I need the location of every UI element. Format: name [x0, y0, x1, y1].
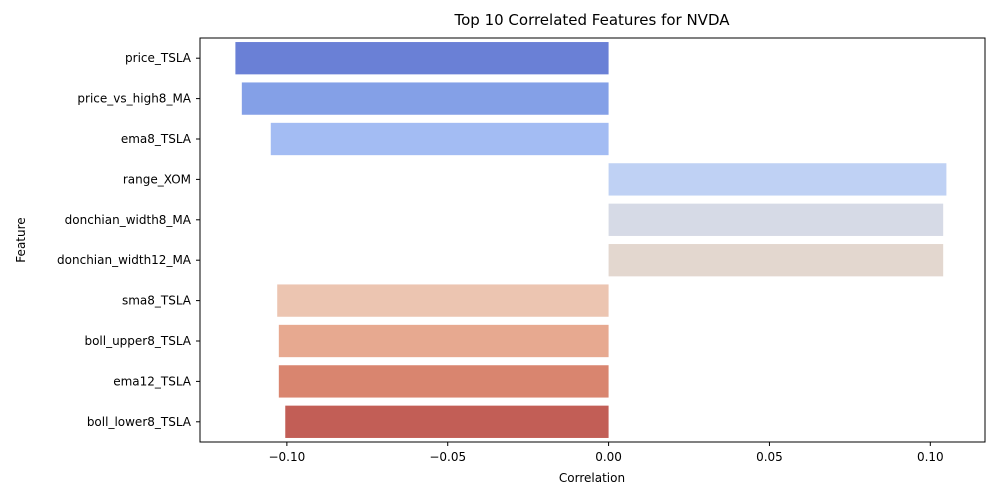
- bar-sma8_TSLA: [277, 284, 609, 317]
- bar-ema12_TSLA: [278, 365, 609, 398]
- y-tick-label: donchian_width8_MA: [65, 213, 192, 227]
- x-tick-label: −0.10: [268, 450, 305, 464]
- y-tick-label: ema8_TSLA: [121, 132, 192, 146]
- chart-title: Top 10 Correlated Features for NVDA: [453, 11, 730, 29]
- y-tick-label: sma8_TSLA: [122, 294, 192, 308]
- x-tick-label: 0.10: [917, 450, 944, 464]
- bar-boll_upper8_TSLA: [278, 324, 609, 358]
- bar-price_TSLA: [235, 42, 609, 75]
- x-tick-label: −0.05: [429, 450, 466, 464]
- x-axis-ticks: −0.10 −0.05 0.00 0.05 0.10: [268, 442, 944, 464]
- x-tick-label: 0.00: [595, 450, 622, 464]
- plot-frame: [199, 37, 986, 443]
- y-tick-label: ema12_TSLA: [113, 374, 192, 388]
- bar-range_XOM: [608, 163, 947, 196]
- bar-donchian_width8_MA: [608, 203, 944, 236]
- x-tick-label: 0.05: [756, 450, 783, 464]
- y-tick-label: donchian_width12_MA: [57, 253, 192, 267]
- y-tick-label: boll_upper8_TSLA: [84, 334, 191, 348]
- bar-price_vs_high8_MA: [241, 82, 609, 115]
- y-tick-label: boll_lower8_TSLA: [87, 415, 192, 429]
- y-tick-label: price_vs_high8_MA: [77, 92, 191, 106]
- y-tick-label: range_XOM: [123, 172, 191, 186]
- bars-group: [235, 42, 947, 438]
- y-tick-label: price_TSLA: [125, 51, 192, 65]
- x-axis-label: Correlation: [559, 471, 625, 485]
- y-axis-ticks: price_TSLA price_vs_high8_MA ema8_TSLArang…: [57, 51, 200, 429]
- bar-boll_lower8_TSLA: [285, 405, 609, 438]
- bar-ema8_TSLA: [270, 122, 609, 156]
- bar-donchian_width12_MA: [608, 244, 944, 277]
- y-axis-label: Feature: [14, 217, 28, 262]
